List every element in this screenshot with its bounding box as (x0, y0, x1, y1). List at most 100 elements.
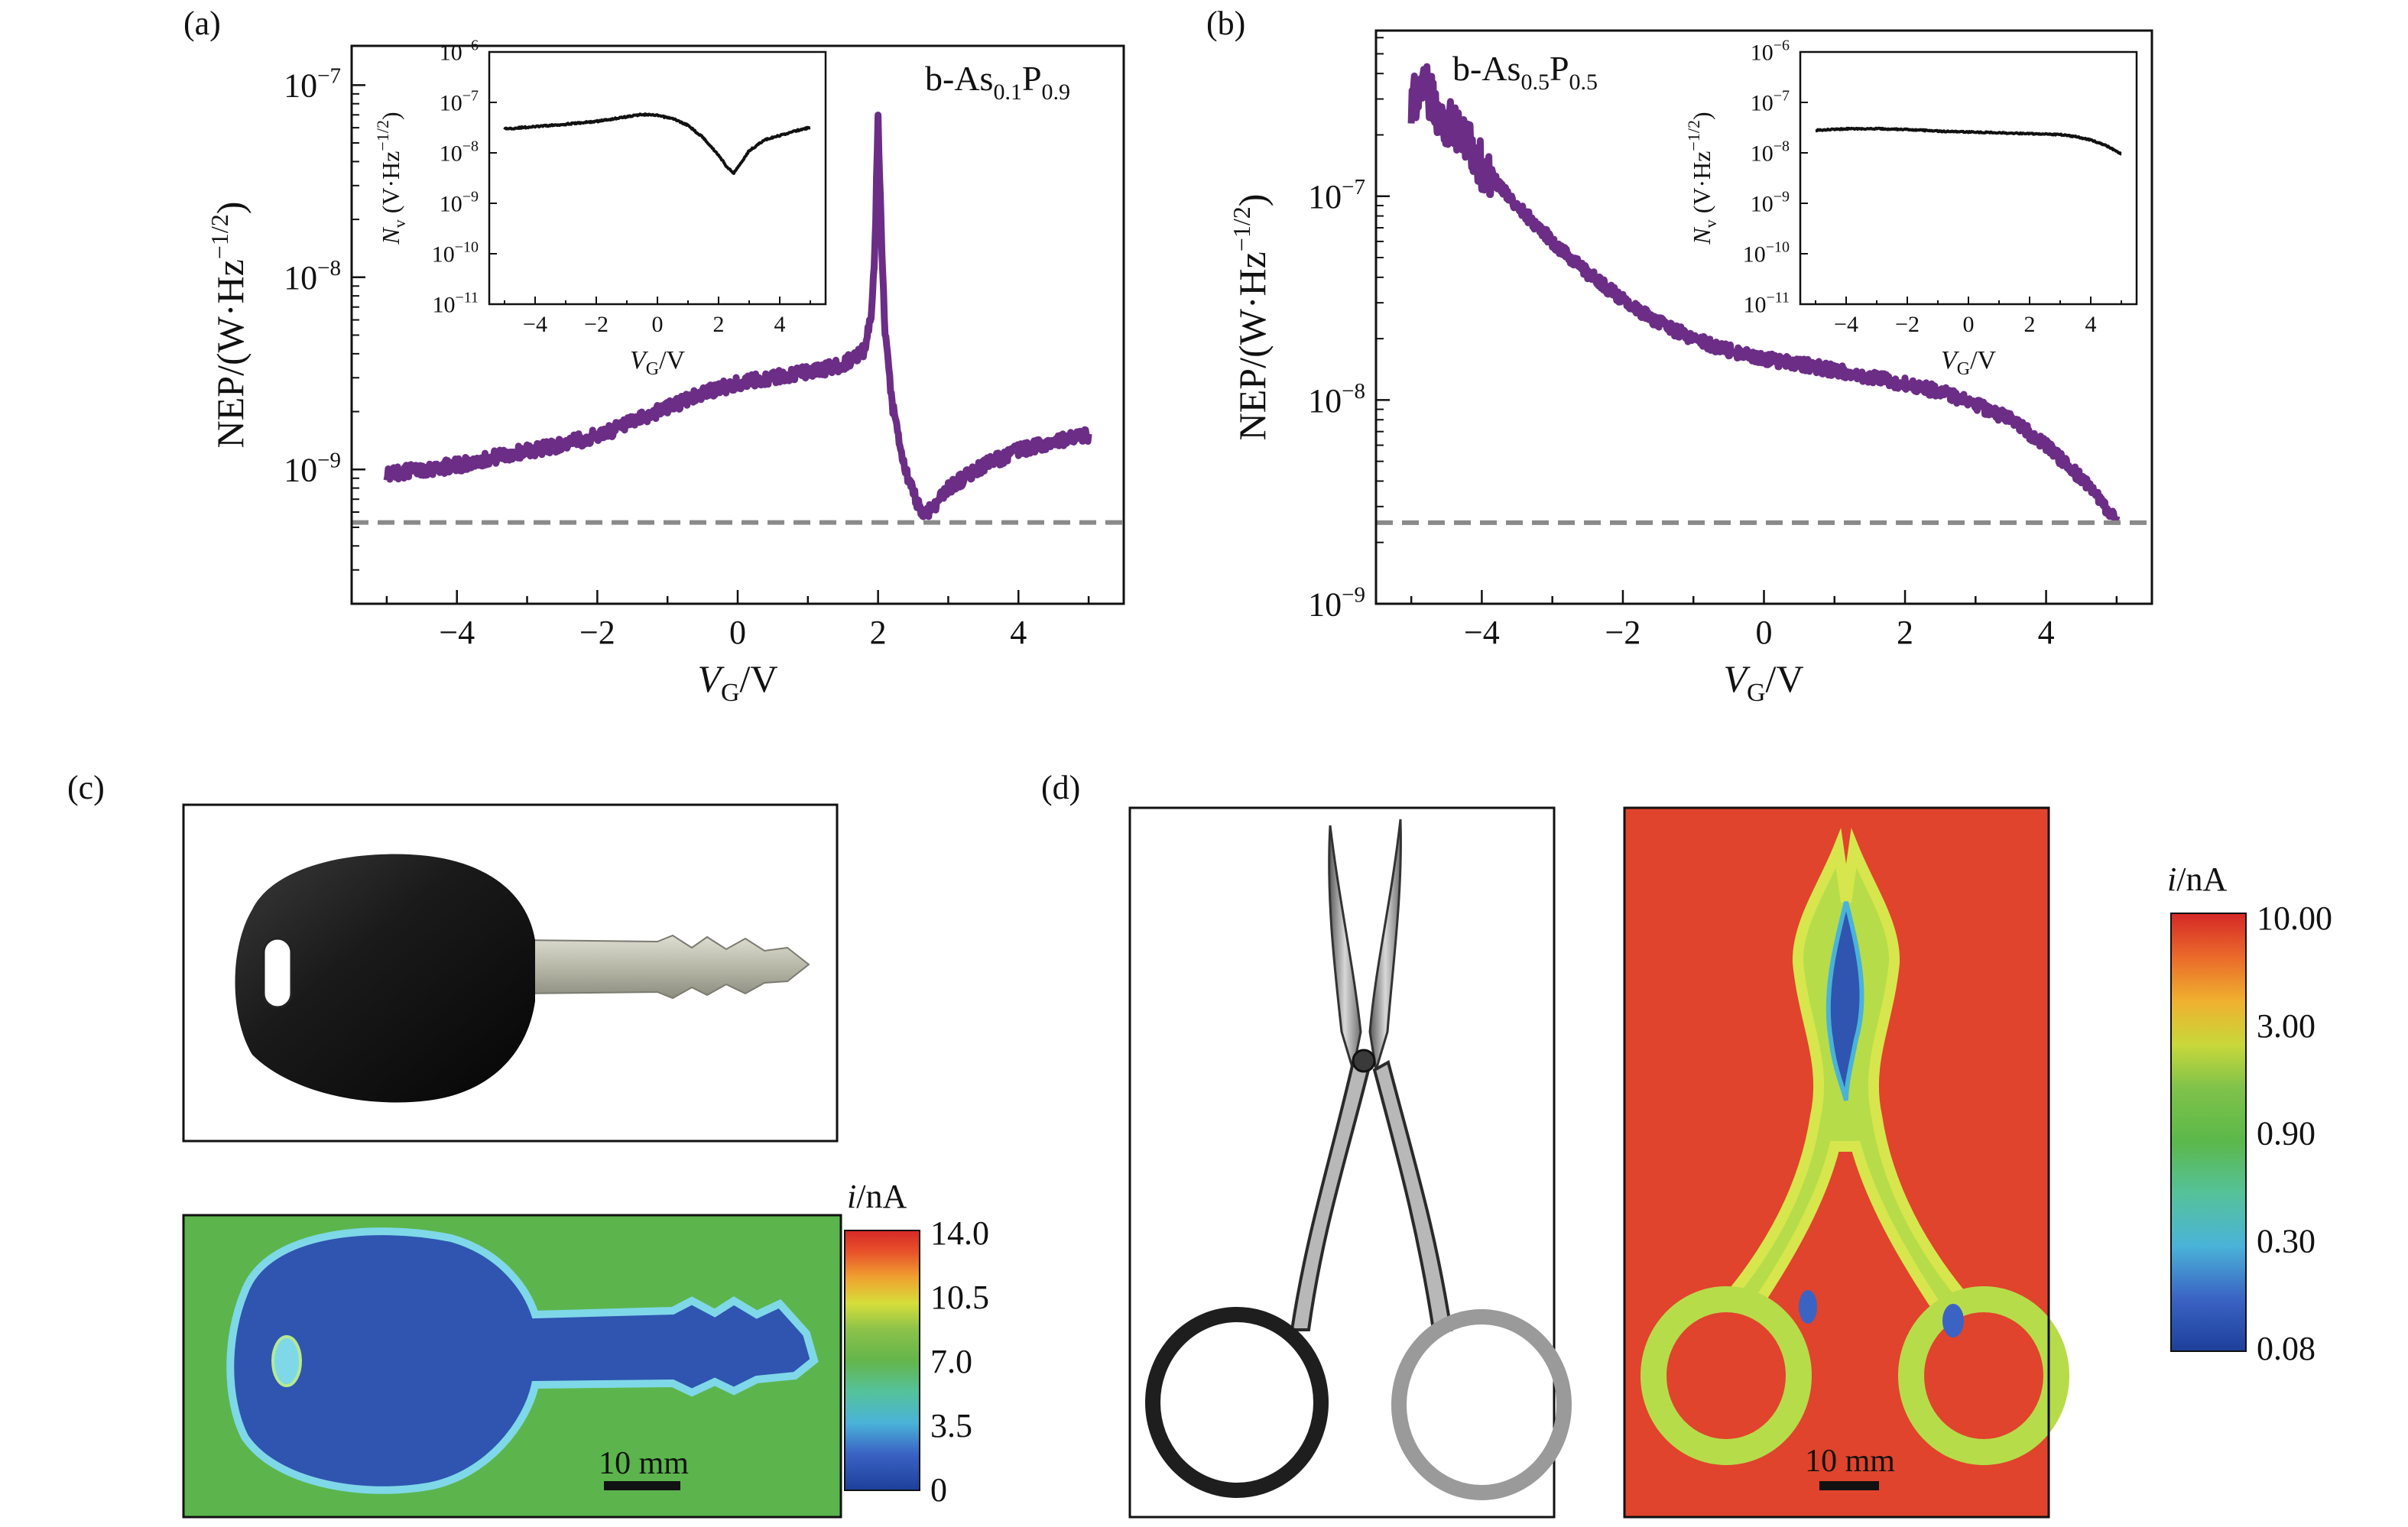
x-tick-label: −2 (579, 614, 615, 651)
chart-a-x-ticks: −4 −2 0 2 4 (385, 590, 1090, 651)
chart-b-x-axis-label: VG/V (1723, 657, 1803, 707)
x-tick-label: −2 (1605, 614, 1641, 651)
chart-a-y-axis-label: NEP/(W·Hz−1/2) (206, 202, 252, 449)
chart-a-y-ticks: 10−9 10−8 10−7 (284, 64, 365, 571)
y-tick-label: 10−8 (1308, 379, 1365, 420)
key-head (235, 854, 535, 1103)
chart-a-inset-y-ticks: 10−11 10−10 10−9 10−8 10−7 10−6 (432, 37, 497, 318)
x-tick-label: 2 (1897, 614, 1913, 651)
colorbar-d-ticks: 10.00 3.00 0.90 0.30 0.08 (2257, 900, 2332, 1367)
panel-label-d: (d) (1041, 769, 1080, 806)
chart-b-inset-background (1800, 52, 2137, 304)
panel-a: (a) −4 −2 0 2 4 10−9 10−8 10−7 VG/V NEP/(W·Hz−… (183, 5, 1125, 707)
y-tick-label: 10−6 (440, 37, 479, 66)
series-line (383, 112, 1092, 520)
y-tick-label: 10−10 (432, 239, 479, 267)
key-scale-bar-label: 10 mm (599, 1446, 689, 1481)
colorbar-d: i/nA 10.00 3.00 0.90 0.30 0.08 (2167, 861, 2332, 1367)
series-line (1815, 126, 2122, 156)
panel-c: (c) 10 mm i/nA 14.0 10.5 7.0 3.5 0 (67, 769, 989, 1519)
scissors-thermal-shape (1640, 828, 2069, 1465)
x-tick-label: 0 (1963, 312, 1975, 337)
chart-a-x-axis-label: VG/V (697, 657, 777, 707)
colorbar-tick-label: 10.00 (2257, 900, 2332, 937)
key-thermal-shape (226, 1227, 819, 1494)
y-tick-label: 10−9 (1751, 189, 1790, 217)
chart-b-series-annotation: b-As0.5P0.5 (1452, 49, 1598, 95)
chart-b-curve-layer (1407, 63, 2121, 524)
colorbar-tick-label: 3.00 (2257, 1007, 2316, 1045)
scissors-left-ring (1145, 1307, 1329, 1498)
y-tick-label: 10−9 (440, 189, 479, 217)
x-tick-label: 0 (1756, 614, 1773, 651)
colorbar-tick-label: 10.5 (930, 1279, 989, 1316)
chart-b-inset-y-axis-label: Nv (V·Hz−1/2) (1684, 112, 1720, 245)
key-thermal-frame (182, 1214, 842, 1519)
series-line (1407, 63, 2121, 524)
key-thermal-image: 10 mm (182, 1214, 842, 1519)
colorbar-d-bar (2170, 913, 2247, 1352)
colorbar-tick-label: 3.5 (930, 1407, 972, 1444)
scissors-right-ring (1391, 1309, 1572, 1500)
y-tick-label: 10−6 (1751, 37, 1790, 66)
panel-label-c: (c) (67, 769, 105, 806)
chart-a-inset-curve-layer (503, 112, 811, 175)
scissors-left-shank (1290, 1060, 1371, 1331)
chart-a-curve-layer (383, 112, 1092, 520)
scissors-scale-bar-label: 10 mm (1805, 1444, 1895, 1479)
x-tick-label: 2 (713, 312, 725, 337)
key-ring-slot (262, 937, 293, 1009)
x-tick-label: 0 (652, 312, 664, 337)
series-line (503, 112, 811, 175)
scissors-thermal-left-ring (1640, 1286, 1812, 1465)
scissors-photo (1128, 806, 1572, 1519)
y-tick-label: 10−7 (284, 64, 341, 105)
scissors-thermal-image: 10 mm (1623, 806, 2069, 1519)
y-tick-label: 10−8 (1751, 138, 1790, 167)
x-tick-label: 2 (2024, 312, 2036, 337)
colorbar-c-title: i/nA (847, 1178, 907, 1215)
key-scale-bar (604, 1481, 680, 1490)
x-tick-label: −4 (1464, 614, 1500, 651)
x-tick-label: −4 (1834, 312, 1858, 337)
scissors-thermal-core (1825, 901, 1864, 1101)
x-tick-label: −4 (523, 312, 547, 337)
y-tick-label: 10−8 (284, 256, 341, 297)
scissors-scale-bar (1819, 1481, 1879, 1490)
y-tick-label: 10−7 (1308, 175, 1365, 216)
y-tick-label: 10−9 (1308, 582, 1365, 623)
panel-b: (b) −4 −2 0 2 4 10−9 10−8 10−7 VG/V NEP/(W·Hz−… (1206, 5, 2153, 707)
chart-a-inset-x-ticks: −4 −2 0 2 4 (504, 297, 811, 337)
y-tick-label: 10−10 (1743, 239, 1790, 267)
x-tick-label: 2 (870, 614, 887, 651)
panel-label-b: (b) (1206, 5, 1245, 42)
colorbar-tick-label: 14.0 (930, 1214, 989, 1252)
x-tick-label: 4 (1010, 614, 1027, 651)
y-tick-label: 10−7 (440, 88, 479, 116)
y-tick-label: 10−9 (284, 449, 341, 489)
scissors-pivot (1352, 1049, 1376, 1073)
chart-b-y-ticks: 10−9 10−8 10−7 (1308, 37, 1390, 623)
chart-b-inset-y-ticks: 10−11 10−10 10−9 10−8 10−7 10−6 (1743, 37, 1808, 318)
chart-b-inset-x-ticks: −4 −2 0 2 4 (1815, 297, 2122, 337)
scissors-thermal-right-joint (1942, 1304, 1964, 1337)
chart-a-series-annotation: b-As0.1P0.9 (925, 59, 1070, 105)
y-tick-label: 10−11 (432, 290, 479, 318)
chart-a-inset-x-axis-label: VG/V (630, 346, 686, 379)
x-tick-label: 0 (729, 614, 746, 651)
colorbar-c: i/nA 14.0 10.5 7.0 3.5 0 (844, 1178, 989, 1509)
key-photo (182, 803, 839, 1143)
colorbar-tick-label: 7.0 (930, 1343, 972, 1380)
chart-b-y-axis-label: NEP/(W·Hz−1/2) (1228, 194, 1274, 441)
scissors-thermal-left-joint (1799, 1290, 1817, 1324)
y-tick-label: 10−11 (1743, 290, 1790, 318)
x-tick-label: 4 (2085, 312, 2097, 337)
key-thermal-ring-slot (271, 1335, 302, 1387)
x-tick-label: −2 (584, 312, 608, 337)
chart-b-inset-x-axis-label: VG/V (1941, 346, 1997, 379)
y-tick-label: 10−8 (440, 138, 479, 167)
panel-label-a: (a) (183, 5, 221, 42)
key-blade (519, 934, 810, 1000)
